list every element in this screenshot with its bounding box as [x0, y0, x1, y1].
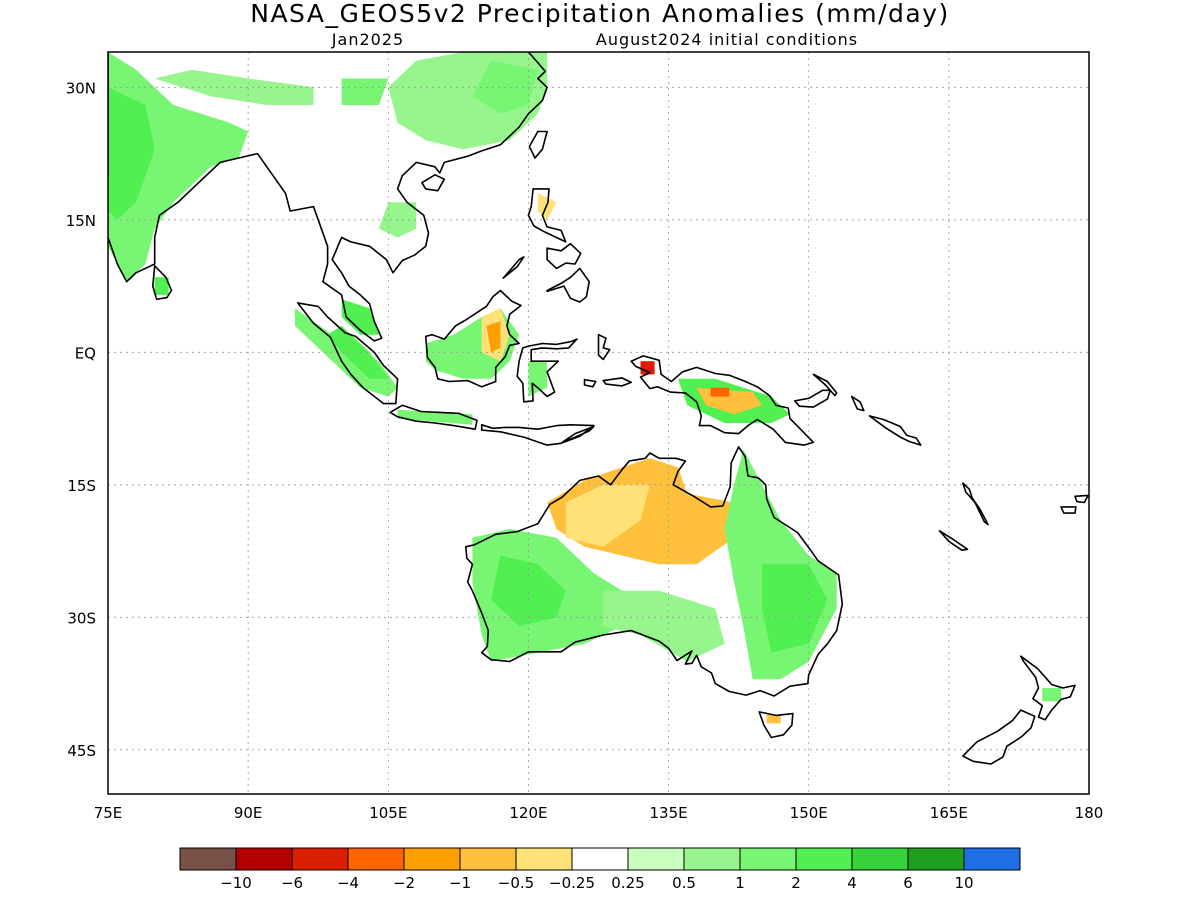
colorbar-swatch [627, 847, 685, 871]
anomaly-region [766, 714, 781, 724]
colorbar-swatch [515, 847, 573, 871]
coastline-tasmania [758, 711, 794, 739]
colorbar-swatch [683, 847, 741, 871]
graticule [108, 52, 1089, 794]
colorbar-swatch [235, 847, 293, 871]
colorbar-swatch [291, 847, 349, 871]
longitude-tick-label: 75E [94, 804, 123, 822]
longitude-tick-label: 150E [790, 804, 828, 822]
longitude-tick-label: 105E [369, 804, 407, 822]
coastline-mindanao [546, 267, 590, 303]
coastline-visayas [546, 242, 582, 270]
colorbar-label: 10 [954, 874, 973, 892]
anomaly-region [341, 299, 379, 335]
coastline-palawan [502, 256, 525, 279]
coastline-new-guinea [630, 355, 815, 446]
colorbar-label: −6 [281, 874, 303, 892]
colorbar-label: −2 [393, 874, 415, 892]
colorbar: −10 −6 −4 −2 −1 −0.5 −0.25 0.25 0.5 1 2 4 6 10 [179, 847, 1021, 892]
colorbar-label: 0.5 [672, 874, 696, 892]
coastline-sulawesi [516, 338, 578, 403]
colorbar-label: 0.25 [611, 874, 644, 892]
colorbar-swatch [347, 847, 405, 871]
coastline-seram [602, 377, 632, 387]
latitude-tick-label: 30N [66, 79, 96, 97]
colorbar-label: −4 [337, 874, 359, 892]
coastline-halmahera [597, 333, 611, 361]
longitude-tick-label: 135E [650, 804, 688, 822]
coastline-hainan [421, 174, 446, 192]
coastline-nz-north [1020, 655, 1076, 721]
coastline-taiwan [528, 130, 548, 159]
anomaly-region [640, 361, 655, 375]
anomaly-region [154, 277, 169, 295]
longitude-tick-label: 180 [1075, 804, 1104, 822]
anomaly-region [341, 78, 389, 105]
colorbar-label: −10 [220, 874, 252, 892]
colorbar-swatch [851, 847, 909, 871]
anomaly-region [327, 325, 389, 379]
colorbar-swatch [795, 847, 853, 871]
colorbar-label: −0.25 [549, 874, 595, 892]
colorbar-swatch [739, 847, 797, 871]
longitude-tick-label: 120E [509, 804, 547, 822]
coastline-sri-lanka [152, 265, 173, 301]
anomaly-region [486, 321, 501, 353]
longitude-axis: 75E 90E 105E 120E 135E 150E 165E 180 [94, 804, 1104, 822]
longitude-tick-label: 165E [930, 804, 968, 822]
coastline-bougainville [850, 395, 865, 412]
latitude-tick-label: 30S [67, 609, 96, 627]
coastline-australia [465, 446, 844, 697]
coastline-timor [561, 425, 595, 444]
coastline-sumatra [296, 302, 399, 405]
coastline-borneo [424, 289, 522, 388]
anomaly-region [108, 87, 155, 220]
anomaly-field [108, 52, 1061, 724]
latitude-axis: 30N 15N EQ 15S 30S 45S [66, 79, 96, 760]
forecast-month: Jan2025 [331, 30, 404, 49]
coastline-buru [583, 378, 597, 388]
coastline-new-caledonia [938, 530, 969, 551]
colorbar-swatch [179, 847, 237, 871]
coastline-fiji2 [1074, 494, 1089, 504]
anomaly-region [762, 564, 828, 653]
anomaly-region [565, 484, 650, 547]
initial-conditions-label: August2024 initial conditions [596, 30, 858, 49]
latitude-tick-label: EQ [75, 344, 96, 362]
latitude-tick-label: 45S [67, 742, 96, 760]
anomaly-region [603, 590, 725, 662]
colorbar-label: 6 [903, 874, 913, 892]
anomaly-region [1042, 688, 1061, 702]
colorbar-swatch [963, 847, 1021, 871]
colorbar-label: 1 [735, 874, 745, 892]
map-title: NASA_GEOS5v2 Precipitation Anomalies (mm… [250, 0, 950, 28]
colorbar-label: 2 [791, 874, 801, 892]
coastline-vanuatu [962, 482, 989, 526]
colorbar-label: −0.5 [498, 874, 534, 892]
latitude-tick-label: 15S [67, 477, 96, 495]
coastline-india [108, 52, 548, 342]
longitude-tick-label: 90E [234, 804, 263, 822]
colorbar-swatch [907, 847, 965, 871]
colorbar-label: −1 [449, 874, 471, 892]
colorbar-swatch [571, 847, 629, 871]
coastline-solomons [868, 415, 922, 446]
map-frame [107, 51, 1090, 795]
coastline-fiji [1060, 506, 1077, 514]
anomaly-region [491, 555, 566, 627]
colorbar-swatch [403, 847, 461, 871]
latitude-tick-label: 15N [66, 212, 96, 230]
coastline-new-ireland [812, 373, 838, 397]
colorbar-swatch [459, 847, 517, 871]
coastline-lesser-sunda [480, 424, 595, 446]
coastline-luzon [527, 188, 567, 243]
coastline-java [389, 404, 478, 430]
anomaly-region [710, 387, 730, 397]
coastline-new-britain [793, 389, 831, 408]
coastline-nz-south [962, 709, 1036, 765]
coastlines [108, 52, 1089, 765]
map-background [108, 52, 1089, 794]
colorbar-label: 4 [847, 874, 857, 892]
